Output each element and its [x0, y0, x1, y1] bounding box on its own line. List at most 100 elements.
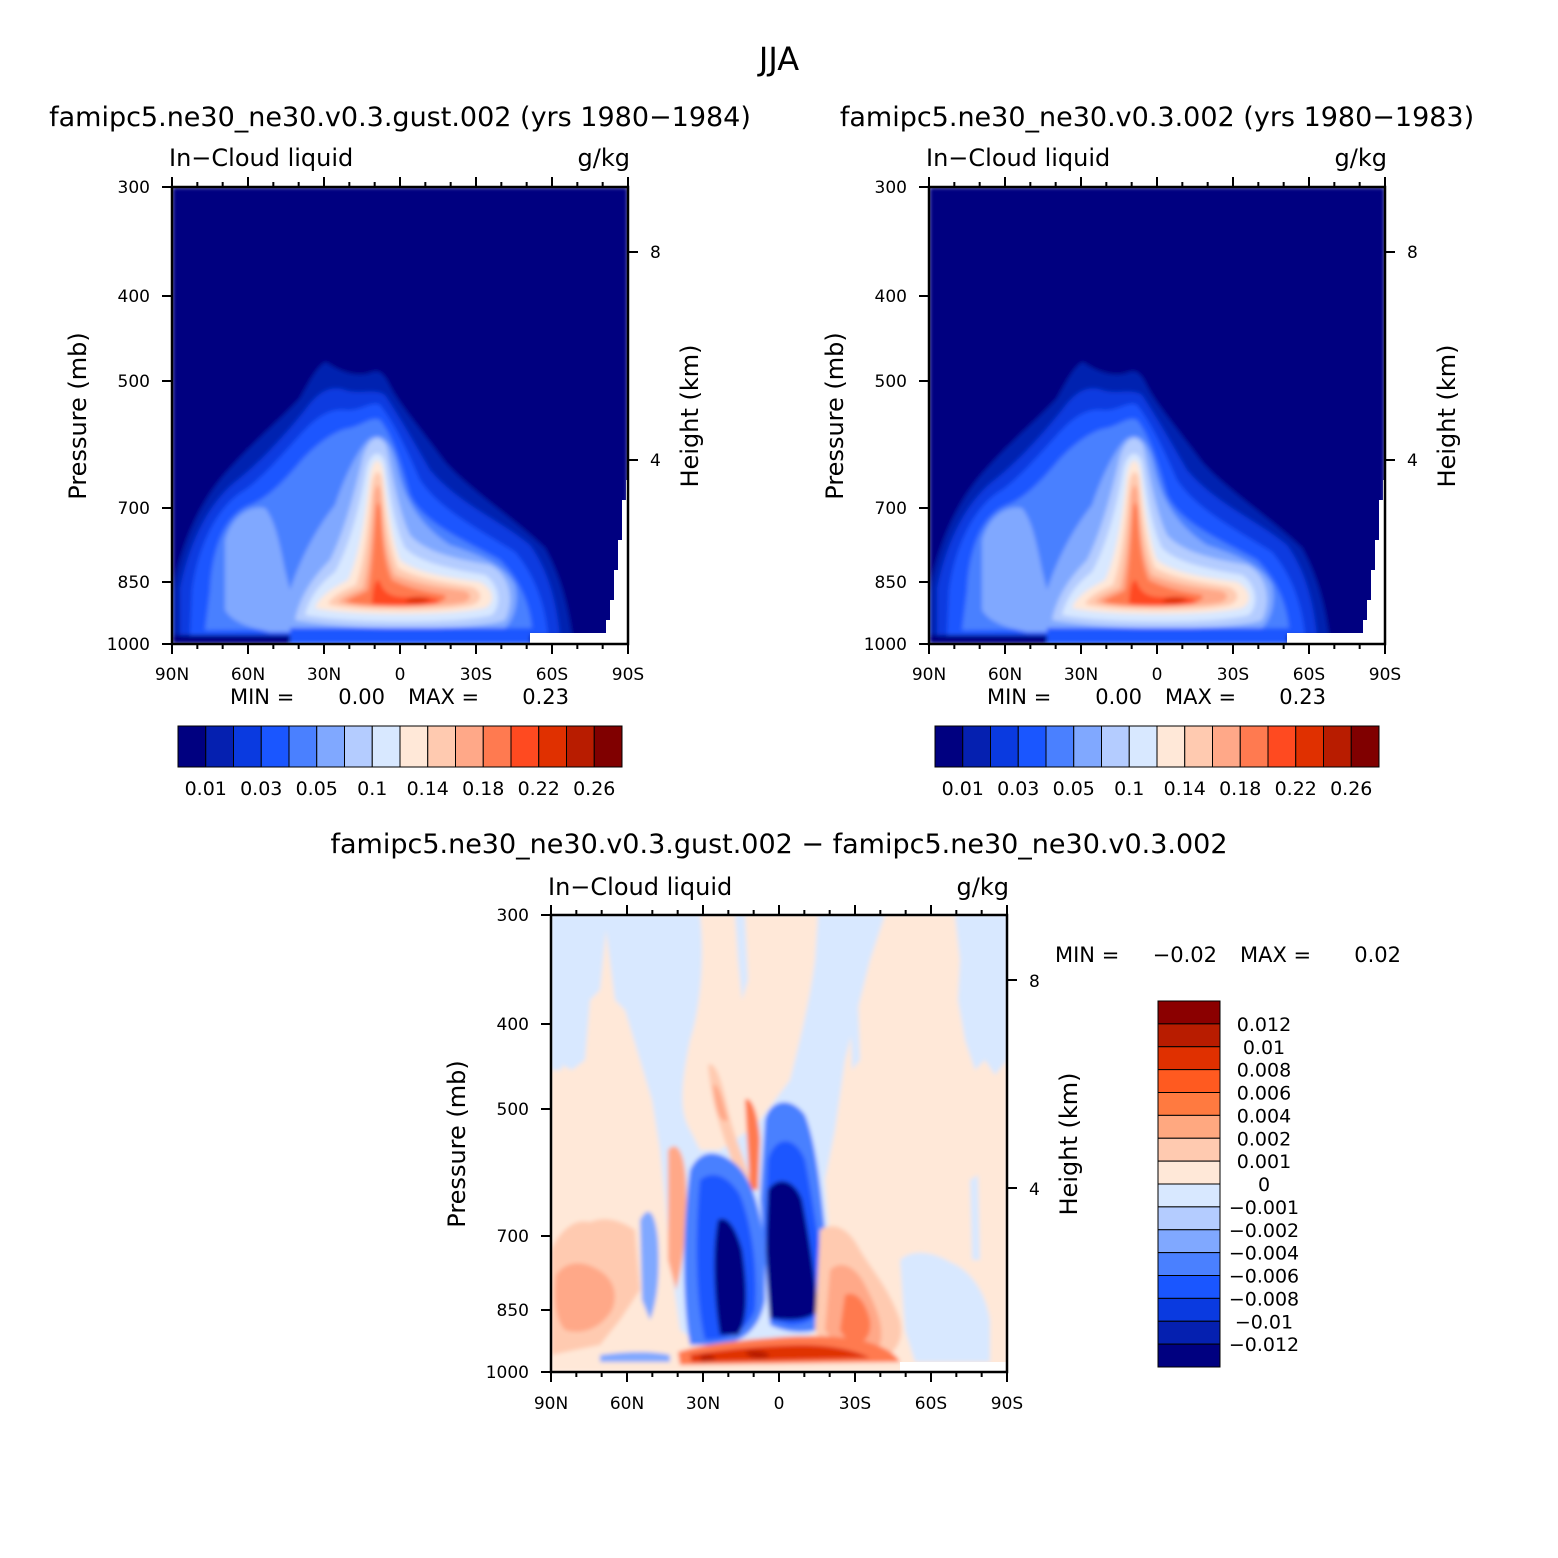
x-tick-label: 30S [460, 665, 492, 685]
min-value: 0.00 [338, 685, 385, 709]
colorbar-label: −0.004 [1229, 1243, 1299, 1265]
stats: MIN = 0.00 MAX = 0.23 [230, 685, 569, 709]
colorbar-label: 0.01 [185, 778, 227, 800]
colorbar-label: 0.22 [518, 778, 560, 800]
x-tick-label: 30S [1217, 665, 1249, 685]
y2-tick-label: 4 [1029, 1180, 1040, 1200]
colorbar-label: 0.004 [1237, 1105, 1291, 1127]
colorbar-swatch [990, 725, 1019, 768]
y-tick-label: 300 [497, 906, 529, 926]
colorbar-label: 0.002 [1237, 1128, 1291, 1150]
colorbar-label: 0.22 [1275, 778, 1317, 800]
y-tick-label: 700 [118, 499, 150, 519]
contour-level-surface [290, 628, 530, 644]
colorbar-swatch [566, 725, 595, 768]
y-tick-label: 300 [875, 178, 907, 198]
y-tick-labels: 300 400 500 700 850 1000 8 4 [107, 178, 661, 655]
colorbar-swatch [1157, 1297, 1221, 1322]
colorbar-swatch [1157, 1275, 1221, 1299]
x-tick-label: 90S [612, 665, 644, 685]
y-tick-labels: 300 400 500 700 850 1000 8 4 [486, 906, 1040, 1383]
colorbar-swatch [344, 725, 373, 768]
max-value: 0.23 [1279, 685, 1326, 709]
colorbar-label: −0.01 [1235, 1311, 1293, 1333]
stats: MIN = −0.02 MAX = 0.02 [1055, 943, 1401, 967]
contour-field [172, 187, 628, 644]
y-tick-label: 1000 [107, 635, 150, 655]
colorbar-label: 0.006 [1237, 1083, 1291, 1105]
colorbar-label: 0.001 [1237, 1151, 1291, 1173]
x-tick-labels: 90N 60N 30N 0 30S 60S 90S [534, 1394, 1023, 1414]
colorbar-swatch [1017, 725, 1047, 768]
colorbar-swatch [1156, 725, 1186, 768]
figure-title: JJA [757, 40, 799, 78]
y-tick-label: 500 [497, 1100, 529, 1120]
y-tick-label: 300 [118, 178, 150, 198]
y2-axis-title: Height (km) [676, 345, 704, 488]
y-tick-label: 850 [875, 573, 907, 593]
positive-surface-peak [700, 1354, 716, 1362]
colorbar-label: 0.26 [1330, 778, 1372, 800]
below-ground-mask [900, 1362, 1007, 1372]
colorbar-label: 0.1 [1114, 778, 1144, 800]
negative-left-strip [640, 1211, 659, 1320]
y2-tick-label: 8 [1029, 972, 1040, 992]
colorbar-label: −0.008 [1229, 1288, 1299, 1310]
colorbar-swatch [1128, 725, 1158, 768]
colorbar-label: 0.14 [1164, 778, 1206, 800]
x-tick-label: 90S [1369, 665, 1401, 685]
colorbar-swatch [455, 725, 484, 768]
difference-field [551, 915, 1007, 1372]
y-tick-label: 400 [497, 1015, 529, 1035]
negative-upper-right [955, 915, 1007, 1075]
x-tick-label: 30N [307, 665, 341, 685]
x-tick-label: 60S [915, 1394, 947, 1414]
colorbar-swatch [177, 725, 207, 768]
colorbar-swatch [205, 725, 234, 768]
positive-upper-core [713, 1084, 728, 1121]
liquid-field [929, 187, 1385, 644]
colorbar-label: 0.1 [357, 778, 387, 800]
colorbar-swatch [1350, 725, 1380, 768]
y-tick-label: 700 [497, 1227, 529, 1247]
colorbar-swatch [371, 725, 401, 768]
units-label: g/kg [957, 873, 1009, 901]
units-label: g/kg [578, 144, 630, 172]
colorbar-label: 0.14 [407, 778, 449, 800]
y-tick-label: 500 [118, 372, 150, 392]
colorbar-label: 0.01 [1243, 1037, 1285, 1059]
x-tick-label: 60N [988, 665, 1022, 685]
colorbar-swatch [1157, 1046, 1221, 1071]
y-axis-title: Pressure (mb) [443, 1060, 471, 1227]
colorbar-swatch [316, 725, 345, 768]
colorbar-swatch [399, 725, 429, 768]
colorbar-swatch [1157, 1137, 1221, 1162]
liquid-field [172, 187, 628, 644]
max-value: 0.02 [1354, 943, 1401, 967]
colorbar-swatch [1157, 1252, 1221, 1276]
min-label: MIN = [230, 685, 294, 709]
colorbar-label: −0.012 [1229, 1334, 1299, 1356]
x-tick-label: 60S [1293, 665, 1325, 685]
y-tick-label: 850 [497, 1301, 529, 1321]
y-tick-label: 400 [118, 287, 150, 307]
min-value: −0.02 [1153, 943, 1217, 967]
colorbar-swatch [288, 725, 318, 768]
x-tick-label: 30S [839, 1394, 871, 1414]
x-tick-label: 60N [231, 665, 265, 685]
colorbar-label: −0.006 [1229, 1266, 1299, 1288]
negative-west-center [714, 1218, 747, 1335]
contour-level-13 [405, 597, 430, 604]
colorbar-label: 0.03 [240, 778, 282, 800]
negative-surface-strip [600, 1351, 670, 1362]
colorbar-swatch [1157, 1069, 1221, 1093]
tick-marks [541, 905, 1017, 1382]
x-tick-label: 90N [534, 1394, 568, 1414]
x-tick-label: 30N [686, 1394, 720, 1414]
colorbar-swatch [1157, 1183, 1221, 1208]
x-tick-label: 60N [610, 1394, 644, 1414]
negative-strip [970, 1175, 980, 1260]
y2-tick-label: 4 [1407, 451, 1418, 471]
y-tick-label: 1000 [486, 1363, 529, 1383]
